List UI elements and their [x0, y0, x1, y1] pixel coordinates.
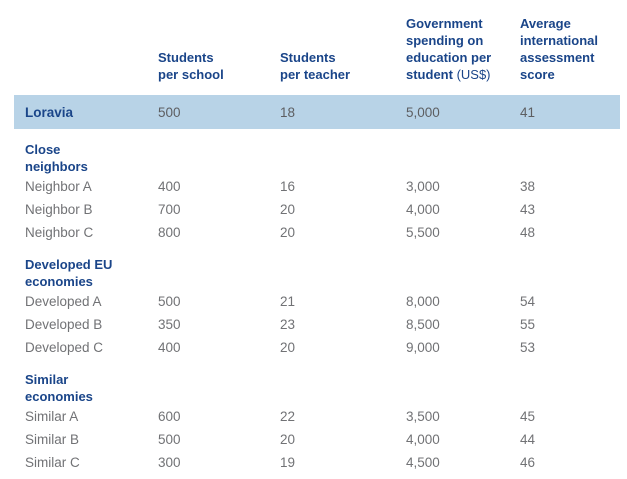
row-label: Developed B	[25, 317, 103, 332]
cell-spending-per-student: 3,500	[406, 409, 440, 424]
cell-students-per-teacher: 21	[280, 294, 296, 309]
table-row: Neighbor C 800 20 5,500 48	[14, 221, 620, 244]
table-row: Developed A 500 21 8,000 54	[14, 290, 620, 313]
header-text: Students per teacher	[280, 50, 351, 82]
cell-students-per-teacher: 20	[280, 225, 296, 240]
cell-assessment-score: 48	[520, 225, 536, 240]
table-row: Neighbor A 400 16 3,000 38	[14, 175, 620, 198]
cell-students-per-school: 800	[158, 225, 181, 240]
row-label: Similar B	[25, 432, 80, 447]
cell-spending-per-student: 8,500	[406, 317, 440, 332]
cell-students-per-teacher: 18	[280, 104, 296, 120]
cell-spending-per-student: 3,000	[406, 179, 440, 194]
cell-students-per-teacher: 20	[280, 340, 296, 355]
cell-assessment-score: 46	[520, 455, 536, 470]
cell-assessment-score: 54	[520, 294, 536, 309]
cell-spending-per-student: 4,500	[406, 455, 440, 470]
cell-spending-per-student: 4,000	[406, 202, 440, 217]
cell-students-per-teacher: 20	[280, 432, 296, 447]
section-developed-eu-economies: Developed EU economies Developed A 500 2…	[14, 256, 620, 359]
column-header-students-per-teacher: Students per teacher	[277, 49, 403, 83]
section-similar-economies: Similar economies Similar A 600 22 3,500…	[14, 371, 620, 474]
row-label: Neighbor C	[25, 225, 94, 240]
section-title: Close neighbors	[25, 142, 88, 174]
row-label: Similar A	[25, 409, 79, 424]
cell-students-per-school: 500	[158, 294, 181, 309]
cell-students-per-school: 600	[158, 409, 181, 424]
cell-assessment-score: 44	[520, 432, 536, 447]
table-row: Developed B 350 23 8,500 55	[14, 313, 620, 336]
loravia-highlight-row: Loravia 500 18 5,000 41	[14, 95, 620, 129]
cell-assessment-score: 41	[520, 104, 536, 120]
header-text: Government spending on education per stu…	[406, 16, 492, 82]
row-label: Neighbor A	[25, 179, 92, 194]
section-close-neighbors: Close neighbors Neighbor A 400 16 3,000 …	[14, 141, 620, 244]
cell-students-per-teacher: 19	[280, 455, 296, 470]
section-title-row: Developed EU economies	[14, 256, 620, 290]
cell-students-per-school: 700	[158, 202, 181, 217]
column-header-government-spending: Government spending on education per stu…	[403, 15, 517, 83]
cell-assessment-score: 55	[520, 317, 536, 332]
cell-assessment-score: 53	[520, 340, 536, 355]
section-title-row: Close neighbors	[14, 141, 620, 175]
cell-students-per-school: 400	[158, 179, 181, 194]
comparison-table: Students per school Students per teacher…	[14, 0, 620, 474]
section-title-row: Similar economies	[14, 371, 620, 405]
cell-assessment-score: 43	[520, 202, 536, 217]
table-row: Neighbor B 700 20 4,000 43	[14, 198, 620, 221]
header-text: Average international assessment score	[520, 16, 599, 82]
cell-students-per-school: 300	[158, 455, 181, 470]
cell-students-per-teacher: 16	[280, 179, 296, 194]
row-label: Neighbor B	[25, 202, 93, 217]
row-label: Developed C	[25, 340, 104, 355]
header-suffix: (US$)	[452, 67, 491, 82]
cell-students-per-teacher: 22	[280, 409, 296, 424]
section-title: Developed EU economies	[25, 257, 113, 289]
cell-spending-per-student: 9,000	[406, 340, 440, 355]
cell-students-per-school: 350	[158, 317, 181, 332]
table-row: Similar A 600 22 3,500 45	[14, 405, 620, 428]
cell-assessment-score: 38	[520, 179, 536, 194]
cell-spending-per-student: 5,500	[406, 225, 440, 240]
cell-students-per-teacher: 20	[280, 202, 296, 217]
table-row: Similar C 300 19 4,500 46	[14, 451, 620, 474]
cell-students-per-school: 400	[158, 340, 181, 355]
table-row: Developed C 400 20 9,000 53	[14, 336, 620, 359]
cell-students-per-teacher: 23	[280, 317, 296, 332]
cell-spending-per-student: 4,000	[406, 432, 440, 447]
cell-spending-per-student: 8,000	[406, 294, 440, 309]
cell-students-per-school: 500	[158, 432, 181, 447]
column-header-assessment-score: Average international assessment score	[517, 15, 620, 83]
table-header-row: Students per school Students per teacher…	[14, 0, 620, 83]
cell-students-per-school: 500	[158, 104, 181, 120]
cell-assessment-score: 45	[520, 409, 536, 424]
row-label: Developed A	[25, 294, 102, 309]
header-text: Students per school	[158, 50, 224, 82]
row-label: Similar C	[25, 455, 80, 470]
section-title: Similar economies	[25, 372, 93, 404]
column-header-students-per-school: Students per school	[155, 49, 277, 83]
row-label: Loravia	[25, 104, 74, 120]
table-row: Similar B 500 20 4,000 44	[14, 428, 620, 451]
cell-spending-per-student: 5,000	[406, 104, 440, 120]
